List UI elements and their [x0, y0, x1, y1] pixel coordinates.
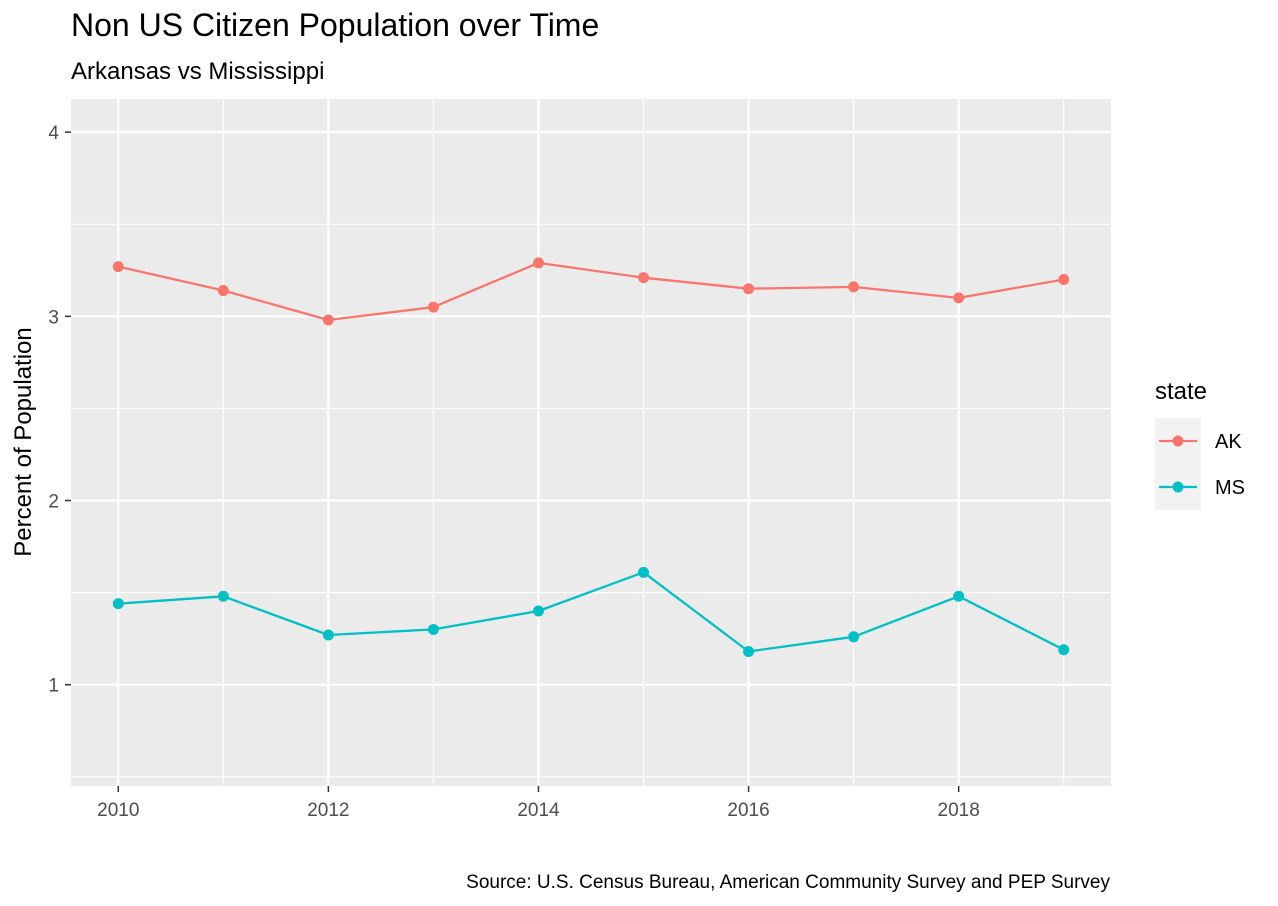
data-point-ms — [743, 646, 755, 658]
legend: state AK MS — [1155, 378, 1245, 510]
chart-caption: Source: U.S. Census Bureau, American Com… — [466, 872, 1110, 893]
x-tick-label: 2014 — [517, 800, 560, 821]
x-tick-label: 2018 — [938, 800, 980, 821]
data-point-ak — [953, 292, 965, 304]
series-ms — [112, 566, 1070, 658]
y-tick-label: 4 — [48, 123, 59, 144]
data-point-ak — [217, 285, 229, 297]
legend-label: AK — [1215, 431, 1242, 453]
legend-key-point — [1172, 481, 1184, 493]
data-point-ms — [848, 631, 860, 643]
chart-subtitle: Arkansas vs Mississippi — [71, 58, 324, 85]
series-line-ak — [118, 261, 1064, 322]
grid-minor — [71, 99, 1111, 786]
series-line-ms — [118, 571, 1065, 653]
data-point-ak — [638, 272, 650, 284]
chart-title: Non US Citizen Population over Time — [71, 7, 599, 43]
y-axis: 1 2 3 4 — [48, 123, 71, 697]
data-point-ak — [322, 314, 334, 326]
legend-item-ak: AK — [1155, 418, 1242, 464]
data-point-ms — [532, 605, 544, 617]
x-tick-label: 2012 — [307, 800, 349, 821]
data-point-ak — [1058, 273, 1070, 285]
data-point-ms — [217, 590, 229, 602]
y-tick-label: 3 — [48, 307, 59, 328]
plot-panel — [71, 99, 1111, 786]
legend-title: state — [1155, 378, 1207, 405]
legend-label: MS — [1215, 477, 1245, 499]
y-tick-label: 2 — [48, 492, 59, 513]
data-point-ms — [322, 629, 334, 641]
data-point-ms — [638, 566, 650, 578]
data-point-ms — [427, 623, 439, 635]
grid-major — [71, 99, 1111, 786]
data-point-ak — [743, 283, 755, 295]
data-point-ms — [953, 590, 965, 602]
x-tick-label: 2010 — [97, 800, 139, 821]
series-ak — [112, 257, 1070, 326]
y-axis-title: Percent of Population — [10, 327, 37, 557]
data-point-ak — [427, 301, 439, 313]
data-point-ak — [532, 257, 544, 269]
x-axis: 2010 2012 2014 2016 2018 — [97, 786, 980, 821]
data-point-ms — [112, 598, 124, 610]
data-point-ms — [1058, 644, 1070, 656]
x-tick-label: 2016 — [727, 800, 769, 821]
data-point-ak — [112, 261, 124, 273]
series-layer — [112, 257, 1070, 658]
data-point-ak — [848, 281, 860, 293]
legend-item-ms: MS — [1155, 464, 1245, 510]
legend-key-point — [1172, 435, 1184, 447]
y-tick-label: 1 — [48, 676, 59, 697]
legend-items: AK MS — [1155, 418, 1245, 510]
